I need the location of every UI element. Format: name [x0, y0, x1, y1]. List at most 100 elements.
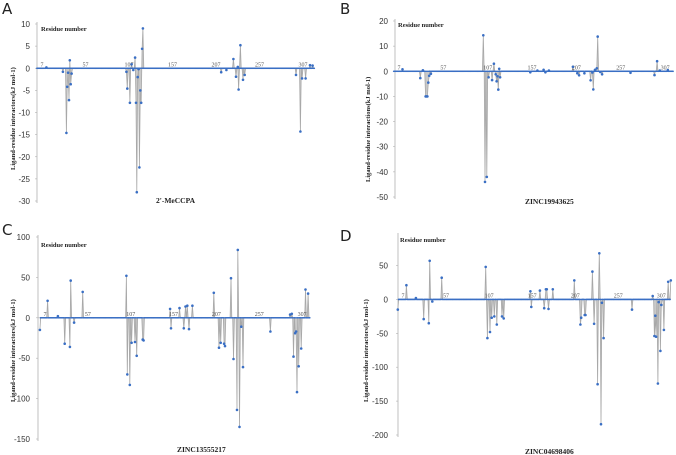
data-point-d [422, 317, 426, 321]
data-point-d [573, 279, 576, 282]
y-tick-label-a: -30 [18, 197, 30, 206]
data-point-b [655, 59, 659, 63]
data-point-c [288, 317, 291, 319]
residue-label-a: 7 [41, 62, 44, 68]
data-point-c [135, 354, 138, 358]
title-a: 2'-MeCCPA [156, 196, 196, 205]
data-point-b [600, 73, 604, 76]
data-point-a [137, 67, 140, 71]
data-point-d [502, 317, 506, 320]
data-point-a [294, 73, 298, 77]
data-point-a [131, 67, 134, 70]
data-point-b [482, 34, 485, 37]
data-point-b [595, 70, 597, 73]
y-tick-label-a: 0 [26, 64, 31, 73]
data-point-d [551, 288, 555, 291]
data-point-d [431, 300, 434, 303]
data-point-d [660, 303, 663, 307]
data-point-c [222, 342, 226, 346]
data-point-b [596, 35, 599, 38]
data-point-a [219, 67, 222, 70]
area-c [39, 249, 310, 427]
residue-label-a: 307 [299, 62, 308, 68]
data-point-c [191, 304, 194, 308]
data-point-d [500, 315, 504, 318]
data-point-d [488, 298, 490, 301]
data-point-a [130, 63, 133, 66]
data-point-d [440, 276, 444, 280]
data-point-a [68, 59, 72, 62]
data-point-a [299, 130, 302, 133]
data-point-c [45, 317, 48, 319]
data-point-d [595, 298, 598, 301]
data-point-b [423, 70, 426, 73]
data-point-d [630, 308, 634, 311]
data-point-c [81, 317, 83, 319]
data-point-a [241, 78, 245, 82]
data-point-b [400, 70, 403, 73]
data-point-d [538, 298, 540, 301]
data-point-d [651, 298, 653, 301]
residue-label-c: 207 [212, 312, 221, 318]
data-point-c [297, 317, 299, 319]
data-point-c [183, 317, 186, 319]
data-point-a [219, 70, 223, 74]
data-point-c [168, 317, 171, 319]
data-point-c [290, 317, 292, 319]
data-point-a [66, 71, 70, 74]
data-point-a [234, 75, 238, 78]
y-tick-label-d: 0 [384, 295, 389, 304]
data-point-a [300, 67, 303, 70]
residue-label-a: 107 [125, 62, 134, 68]
data-point-c [293, 317, 296, 319]
residue-label-d: 307 [657, 293, 666, 299]
xlabel-b: Residue number [398, 22, 444, 29]
data-point-c [269, 330, 272, 333]
data-point-c [72, 317, 75, 319]
y-tick-label-a: -25 [18, 175, 30, 184]
data-point-d [599, 422, 603, 426]
data-point-d [630, 298, 632, 301]
data-point-c [178, 306, 181, 310]
y-tick-label-c: 100 [17, 233, 31, 242]
data-point-a [139, 89, 142, 92]
residue-label-c: 257 [255, 312, 264, 318]
data-point-c [169, 327, 173, 330]
y-tick-label-d: 50 [379, 262, 388, 271]
data-point-c [217, 317, 219, 319]
data-point-a [224, 67, 227, 70]
panel-letter-a: A [2, 0, 13, 18]
data-point-c [56, 314, 60, 318]
data-point-b [497, 67, 501, 71]
residue-label-b: 307 [661, 65, 670, 71]
data-point-b [483, 70, 486, 73]
data-point-c [235, 408, 239, 412]
data-point-c [304, 288, 307, 291]
y-tick-label-b: 0 [384, 67, 389, 76]
data-point-d [404, 298, 407, 301]
data-point-b [652, 70, 655, 73]
y-tick-label-c: -100 [14, 395, 31, 404]
data-point-d [427, 298, 429, 301]
data-point-d [486, 336, 489, 340]
data-point-d [396, 308, 400, 311]
data-point-a [128, 101, 132, 105]
data-point-d [500, 298, 503, 301]
data-point-d [405, 283, 408, 287]
data-point-b [672, 70, 674, 73]
data-point-c [294, 330, 298, 333]
data-point-c [187, 327, 191, 331]
data-point-c [168, 307, 172, 311]
data-point-a [124, 67, 127, 70]
data-point-c [240, 325, 243, 329]
data-point-c [241, 365, 245, 369]
xlabel-c: Residue number [41, 242, 87, 249]
data-point-b [571, 65, 575, 69]
y-tick-label-d: -50 [376, 329, 388, 338]
data-point-a [70, 72, 73, 75]
data-point-a [126, 87, 129, 90]
panel-letter-c: C [2, 221, 12, 239]
data-point-a [241, 67, 243, 70]
data-point-d [484, 298, 486, 301]
data-point-d [502, 298, 504, 301]
